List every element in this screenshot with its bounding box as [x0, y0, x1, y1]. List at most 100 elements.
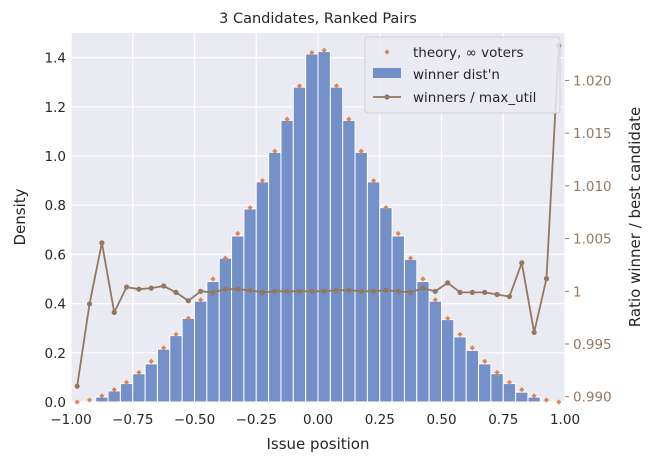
y-tick-label: 0.6	[45, 247, 66, 263]
ratio-point	[543, 276, 550, 282]
theory-points	[74, 47, 562, 405]
theory-point	[296, 83, 303, 89]
theory-point	[284, 116, 290, 122]
theory-point	[432, 297, 438, 303]
ratio-point	[358, 288, 364, 294]
theory-point	[469, 345, 475, 351]
ratio-point	[210, 289, 216, 295]
y2-tick-label: 1.020	[573, 73, 612, 89]
legend-label-winner-dist: winner dist'n	[413, 67, 500, 83]
theory-point	[395, 230, 401, 237]
ratio-point	[383, 287, 389, 293]
histogram-bar	[515, 391, 529, 403]
x-tick-label: −1.00	[50, 412, 91, 428]
ratio-point	[259, 289, 266, 295]
y-tick-label: 0.8	[45, 198, 66, 214]
ratio-point	[74, 383, 80, 389]
ratio-point	[432, 288, 438, 294]
y-tick-label: 1.2	[45, 100, 66, 116]
histogram-bar	[268, 151, 282, 403]
ratio-point	[309, 288, 315, 294]
ratio-point	[86, 301, 93, 307]
theory-point	[309, 50, 315, 56]
legend-theory-marker	[384, 49, 390, 55]
theory-point	[457, 331, 463, 337]
histogram-bar	[416, 280, 430, 403]
y2-tick-label: 1	[573, 284, 582, 300]
theory-point	[123, 379, 130, 385]
histogram-bar	[453, 336, 467, 403]
legend: theory, ∞ voters winner dist'n winners /…	[364, 36, 561, 114]
y2-axis-label: Ratio winner / best candidate	[626, 107, 644, 327]
y-tick-label: 1.4	[45, 51, 66, 67]
theory-point	[247, 205, 253, 211]
histogram-bar	[107, 390, 121, 403]
histogram-bar	[342, 119, 356, 403]
x-tick-label: 0.25	[365, 412, 395, 428]
theory-point	[494, 369, 500, 376]
histogram-bar	[305, 53, 319, 403]
legend-line-marker	[373, 94, 401, 100]
histogram-bar	[403, 258, 418, 403]
x-tick-label: 0.75	[488, 412, 518, 428]
theory-point	[272, 148, 278, 154]
ratio-point	[333, 287, 340, 293]
theory-point	[198, 297, 204, 303]
ratio-point	[111, 309, 117, 315]
ratio-line	[74, 43, 562, 389]
ratio-point	[420, 285, 426, 291]
histogram-bar	[490, 373, 504, 403]
histogram-bar	[441, 319, 455, 403]
ratio-point	[284, 288, 290, 294]
theory-point	[222, 255, 228, 261]
ratio-point	[99, 240, 105, 246]
x-tick-label: 0.50	[426, 412, 456, 428]
theory-point	[333, 83, 340, 89]
x-tick-label: 0.00	[303, 412, 333, 428]
theory-point	[519, 387, 525, 393]
histogram-bar	[354, 151, 368, 403]
theory-point	[173, 331, 179, 337]
ratio-point	[198, 288, 204, 294]
ratio-point	[370, 288, 377, 294]
ratio-point	[506, 293, 513, 300]
ratio-point	[494, 291, 500, 298]
histogram-bar	[391, 235, 405, 403]
theory-point	[445, 315, 451, 321]
theory-point	[136, 369, 142, 376]
y-tick-label: 1.0	[45, 149, 66, 165]
histogram-bar	[502, 383, 517, 403]
x-tick-label: −0.50	[174, 412, 215, 428]
theory-point	[74, 399, 80, 405]
legend-ratio-dot	[384, 94, 390, 100]
histogram-bar	[478, 363, 492, 403]
ratio-point	[235, 286, 241, 292]
histogram-bar	[181, 317, 195, 403]
ratio-point	[247, 287, 253, 293]
theory-point	[531, 393, 537, 399]
theory-point	[161, 345, 167, 351]
legend-label-theory: theory, ∞ voters	[413, 45, 524, 61]
theory-point	[408, 255, 414, 261]
y2-tick-label: 1.010	[573, 179, 612, 195]
histogram-bar	[194, 300, 208, 403]
ratio-point	[321, 288, 327, 294]
theory-point	[543, 397, 550, 403]
histogram-bar	[206, 280, 220, 403]
ratio-point	[136, 286, 142, 292]
ratio-point	[482, 289, 488, 295]
histogram-bar	[280, 119, 294, 403]
histogram-bar	[379, 207, 393, 403]
x-tick-label: −0.75	[112, 412, 153, 428]
y2-tick-labels: 0.990 0.995 1 1.005 1.010 1.015 1.020	[565, 73, 612, 406]
ratio-point	[173, 289, 179, 295]
theory-point	[185, 315, 191, 321]
theory-point	[86, 397, 93, 403]
ratio-point	[161, 283, 167, 289]
x-tick-labels: −1.00 −0.75 −0.50 −0.25 0.00 0.25 0.50 0.75 1.00	[50, 412, 580, 428]
y2-tick-label: 0.990	[573, 390, 612, 406]
theory-point	[321, 47, 327, 53]
ratio-point	[395, 288, 401, 294]
ratio-point	[457, 289, 463, 295]
